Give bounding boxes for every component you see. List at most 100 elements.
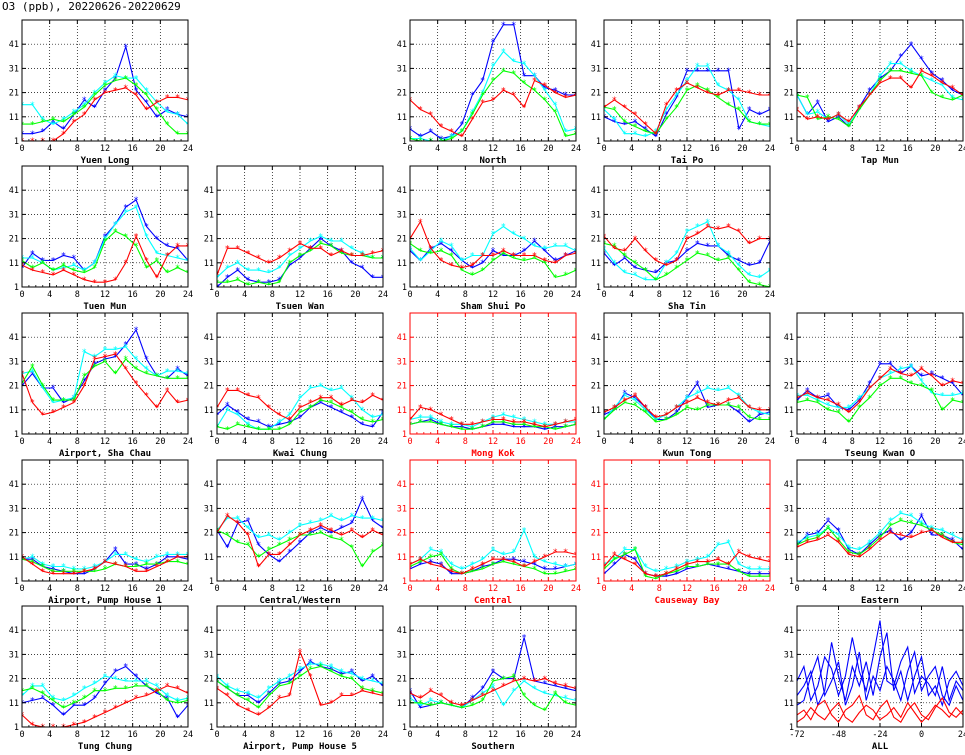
x-tick-label: 8 (463, 584, 468, 594)
y-tick-label: 21 (784, 382, 794, 392)
data-point-marker: * (349, 259, 354, 269)
data-point-marker: * (61, 125, 66, 135)
data-point-marker: * (30, 137, 35, 147)
data-point-marker: * (532, 677, 537, 687)
series-3: ***************** (217, 387, 383, 426)
data-point-marker: * (632, 235, 637, 245)
series-line (410, 406, 576, 428)
data-point-marker: * (245, 266, 250, 276)
data-point-marker: * (449, 132, 454, 142)
data-point-marker: * (113, 86, 118, 96)
y-tick-label: 41 (784, 626, 794, 636)
data-point-marker: * (102, 672, 107, 682)
data-point-marker: * (175, 558, 180, 568)
data-point-marker: * (256, 254, 261, 264)
data-point-marker: * (825, 517, 830, 527)
data-point-marker: * (449, 560, 454, 570)
data-point-marker: * (601, 565, 606, 575)
data-point-marker: * (501, 416, 506, 426)
series-0: ***************** (22, 196, 188, 276)
x-tick-label: 12 (100, 437, 110, 447)
data-point-marker: * (308, 531, 313, 541)
data-point-marker: * (794, 106, 799, 116)
data-point-marker: * (846, 546, 851, 556)
data-point-marker: * (490, 677, 495, 687)
data-point-marker: * (418, 404, 423, 414)
data-point-marker: * (459, 132, 464, 142)
data-point-marker: * (449, 565, 454, 575)
data-point-marker: * (428, 244, 433, 254)
series-0: ***************** (410, 416, 576, 434)
data-point-marker: * (256, 553, 261, 563)
y-tick-label: 31 (397, 64, 407, 74)
y-tick-label: 41 (397, 626, 407, 636)
data-point-marker: * (438, 548, 443, 558)
data-point-marker: * (185, 130, 190, 140)
data-point-marker: * (185, 396, 190, 406)
data-point-marker: * (113, 74, 118, 84)
data-point-marker: * (622, 254, 627, 264)
data-point-marker: * (287, 247, 292, 257)
data-point-marker: * (898, 509, 903, 519)
data-point-marker: * (175, 244, 180, 254)
data-point-marker: * (653, 276, 658, 286)
data-point-marker: * (888, 67, 893, 77)
x-tick-label: 0 (407, 144, 412, 154)
data-point-marker: * (664, 570, 669, 580)
x-tick-label: 16 (323, 290, 333, 300)
data-point-marker: * (407, 135, 412, 145)
data-point-marker: * (40, 384, 45, 394)
data-point-marker: * (40, 682, 45, 692)
data-point-marker: * (573, 416, 578, 426)
data-point-marker: * (877, 375, 882, 385)
data-point-marker: * (470, 701, 475, 711)
data-point-marker: * (154, 687, 159, 697)
data-point-marker: * (684, 399, 689, 409)
data-point-marker: * (339, 237, 344, 247)
data-point-marker: * (573, 560, 578, 570)
data-point-marker: * (19, 699, 24, 709)
data-point-marker: * (370, 391, 375, 401)
data-point-marker: * (643, 247, 648, 257)
data-point-marker: * (235, 514, 240, 524)
data-point-marker: * (908, 379, 913, 389)
data-point-marker: * (277, 254, 282, 264)
data-point-marker: * (622, 555, 627, 565)
data-point-marker: * (428, 558, 433, 568)
data-point-marker: * (214, 529, 219, 539)
data-point-marker: * (297, 252, 302, 262)
data-point-marker: * (71, 111, 76, 121)
data-point-marker: * (123, 74, 128, 84)
data-point-marker: * (50, 137, 55, 147)
data-point-marker: * (380, 682, 385, 692)
data-point-marker: * (113, 560, 118, 570)
data-point-marker: * (30, 682, 35, 692)
data-point-marker: * (235, 411, 240, 421)
data-point-marker: * (877, 74, 882, 84)
data-point-marker: * (50, 271, 55, 281)
y-tick-label: 31 (784, 64, 794, 74)
data-point-marker: * (480, 259, 485, 269)
x-tick-label: 20 (543, 290, 553, 300)
data-point-marker: * (19, 257, 24, 267)
data-point-marker: * (726, 401, 731, 411)
series-3: ***************** (217, 648, 383, 721)
data-point-marker: * (846, 548, 851, 558)
data-point-marker: * (836, 404, 841, 414)
x-tick-label: 0 (407, 290, 412, 300)
y-tick-label: 21 (591, 529, 601, 539)
data-point-marker: * (825, 391, 830, 401)
data-point-marker: * (328, 242, 333, 252)
data-point-marker: * (308, 247, 313, 257)
x-tick-label: 0 (214, 437, 219, 447)
data-point-marker: * (92, 96, 97, 106)
data-point-marker: * (480, 555, 485, 565)
data-point-marker: * (175, 699, 180, 709)
y-tick-label: 11 (9, 406, 19, 416)
panel-title: Central (474, 596, 512, 606)
data-point-marker: * (490, 555, 495, 565)
panel-kwun-tong: * ** *** ***** * **** **** *** *** * * * *** * **** ***… (591, 312, 775, 459)
data-point-marker: * (747, 404, 752, 414)
data-point-marker: * (459, 570, 464, 580)
data-point-marker: * (542, 259, 547, 269)
